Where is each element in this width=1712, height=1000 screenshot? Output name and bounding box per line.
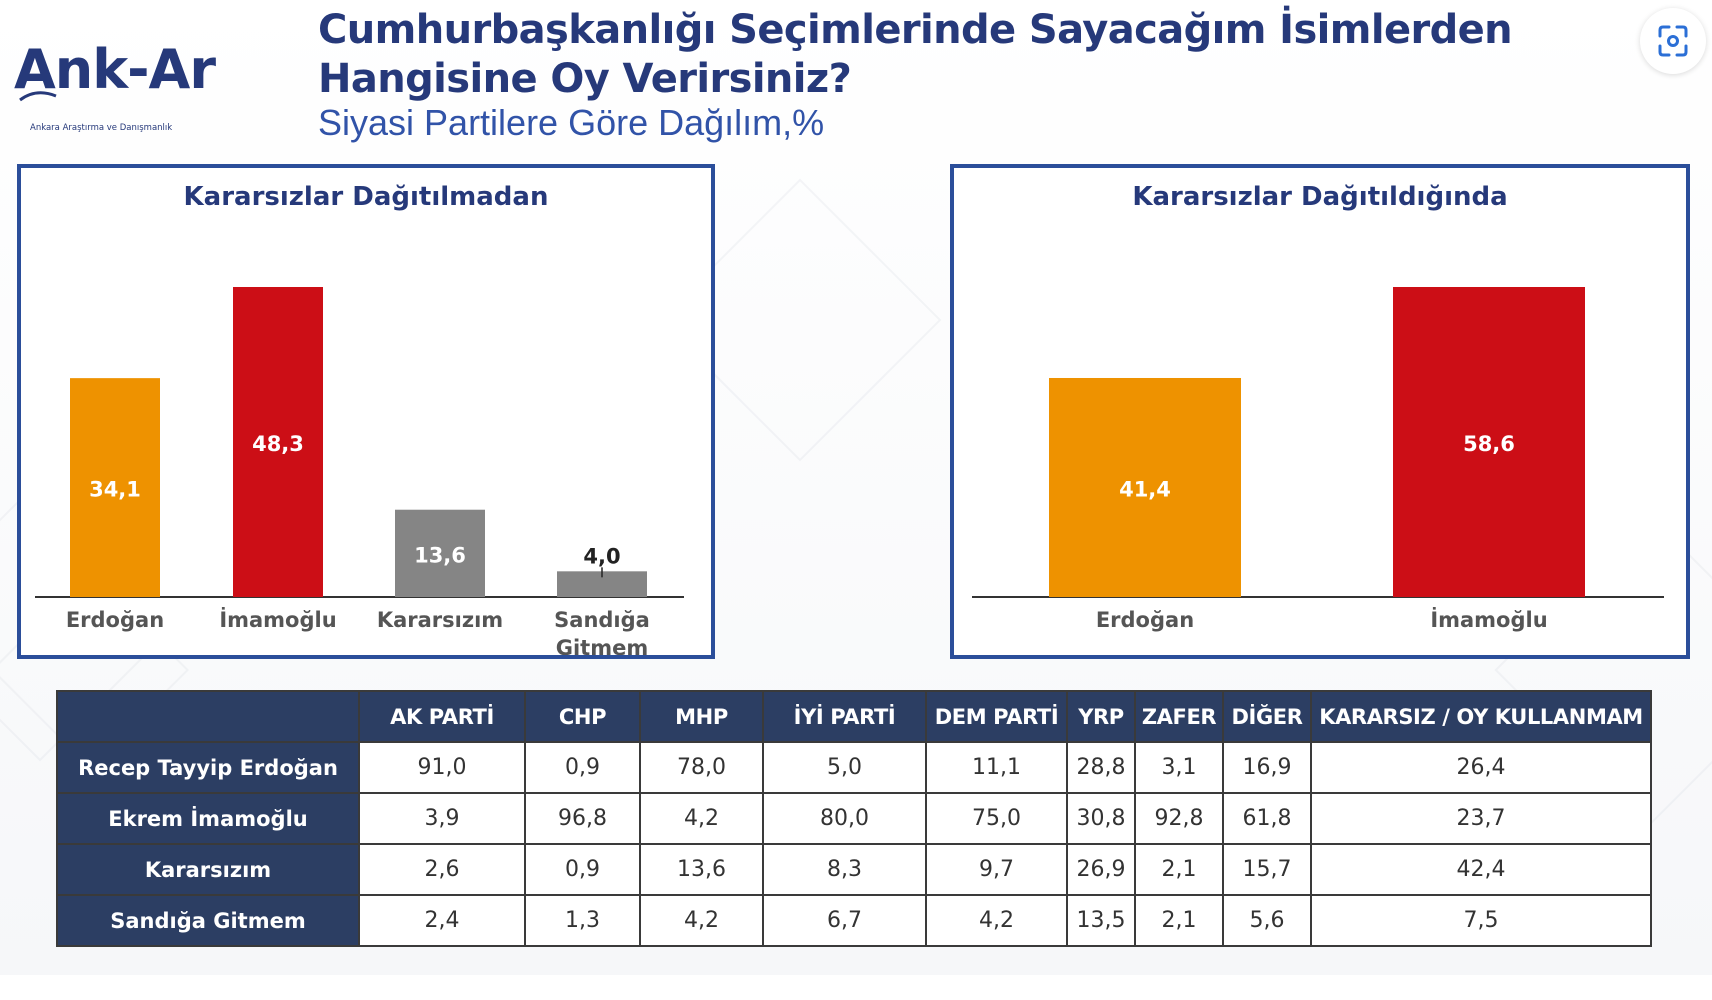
table-cell: 92,8 [1134,792,1224,845]
column-header: İYİ PARTİ [762,690,927,743]
data-label: 4,0 [583,544,620,568]
table-cell: 2,4 [358,894,526,947]
table-cell: 2,1 [1134,894,1224,947]
row-label: Kararsızım [56,843,360,896]
data-label: 13,6 [414,543,466,567]
column-header: KARARSIZ / OY KULLANMAM [1310,690,1652,743]
table-cell: 80,0 [762,792,927,845]
table-cell: 28,8 [1066,741,1136,794]
table-cell: 3,1 [1134,741,1224,794]
category-label: Erdoğan [66,608,164,632]
logo-swoosh-icon [19,91,57,102]
page-subtitle: Siyasi Partilere Göre Dağılım,% [318,102,825,143]
table-corner-cell [56,690,360,743]
logo-text: Ank-Ar [14,38,216,101]
logo-tagline: Ankara Araştırma ve Danışmanlık [30,123,173,133]
table-cell: 4,2 [925,894,1068,947]
table-cell: 42,4 [1310,843,1652,896]
table-cell: 4,2 [639,792,764,845]
screen-capture-button[interactable] [1640,8,1706,74]
table-cell: 78,0 [639,741,764,794]
column-header: ZAFER [1134,690,1224,743]
category-label: İmamoğlu [1430,607,1547,632]
table-cell: 2,1 [1134,843,1224,896]
table-cell: 4,2 [639,894,764,947]
table-cell: 75,0 [925,792,1068,845]
column-header: DEM PARTİ [925,690,1068,743]
table-cell: 13,5 [1066,894,1136,947]
data-label: 41,4 [1119,477,1171,501]
data-label: 34,1 [89,478,141,502]
column-header: DİĞER [1222,690,1312,743]
table-cell: 30,8 [1066,792,1136,845]
column-header: AK PARTİ [358,690,526,743]
table-row: Recep Tayyip Erdoğan 91,0 0,9 78,0 5,0 1… [56,741,1652,794]
table-cell: 6,7 [762,894,927,947]
table-cell: 16,9 [1222,741,1312,794]
slide: Ank-Ar Ankara Araştırma ve Danışmanlık C… [0,0,1712,975]
table-cell: 96,8 [524,792,641,845]
party-breakdown-table: AK PARTİ CHP MHP İYİ PARTİ DEM PARTİ YRP… [56,690,1652,947]
table-cell: 91,0 [358,741,526,794]
data-label: 48,3 [252,432,304,456]
ankar-logo: Ank-Ar Ankara Araştırma ve Danışmanlık [14,38,254,143]
chart-panel-before: Kararsızlar Dağıtılmadan 34,1 Erdoğan 48,3… [17,164,715,659]
table-header-row: AK PARTİ CHP MHP İYİ PARTİ DEM PARTİ YRP… [56,690,1652,743]
bar [1049,377,1241,597]
category-label: Gitmem [556,636,648,655]
bar [395,509,485,597]
chart-title: Kararsızlar Dağıtıldığında [1132,182,1508,212]
column-header: CHP [524,690,641,743]
table-cell: 13,6 [639,843,764,896]
chart-panel-after: Kararsızlar Dağıtıldığında 41,4 Erdoğan 58… [950,164,1690,659]
category-label: Kararsızım [377,608,503,632]
table-cell: 9,7 [925,843,1068,896]
row-label: Sandığa Gitmem [56,894,360,947]
table-cell: 2,6 [358,843,526,896]
table-cell: 61,8 [1222,792,1312,845]
table-cell: 8,3 [762,843,927,896]
page-title: Cumhurbaşkanlığı Seçimlerinde Sayacağım … [318,6,1513,104]
table-cell: 5,0 [762,741,927,794]
table-cell: 5,6 [1222,894,1312,947]
title-line-1: Cumhurbaşkanlığı Seçimlerinde Sayacağım … [318,7,1513,53]
column-header: MHP [639,690,764,743]
table-cell: 26,9 [1066,843,1136,896]
chart-title: Kararsızlar Dağıtılmadan [183,182,549,212]
column-header: YRP [1066,690,1136,743]
table-cell: 7,5 [1310,894,1652,947]
table-cell: 11,1 [925,741,1068,794]
table-cell: 0,9 [524,843,641,896]
screen-capture-icon [1658,25,1688,57]
table-cell: 26,4 [1310,741,1652,794]
table-cell: 15,7 [1222,843,1312,896]
table-cell: 3,9 [358,792,526,845]
table-cell: 1,3 [524,894,641,947]
bar-chart-before: 34,1 Erdoğan 48,3 İmamoğlu 13,6 Kararsızım 4,0… [35,287,684,655]
bar-chart-after: 41,4 Erdoğan 58,6 İmamoğlu [972,287,1664,632]
table-row: Kararsızım 2,6 0,9 13,6 8,3 9,7 26,9 2,1… [56,843,1652,896]
row-label: Ekrem İmamoğlu [56,792,360,845]
table-cell: 0,9 [524,741,641,794]
table-cell: 23,7 [1310,792,1652,845]
table-row: Sandığa Gitmem 2,4 1,3 4,2 6,7 4,2 13,5 … [56,894,1652,947]
bar [70,378,160,597]
category-label: İmamoğlu [219,607,336,632]
category-label: Sandığa [554,608,650,632]
bar [233,287,323,597]
data-label: 58,6 [1463,432,1515,456]
table-row: Ekrem İmamoğlu 3,9 96,8 4,2 80,0 75,0 30… [56,792,1652,845]
category-label: Erdoğan [1096,608,1194,632]
bar [1393,287,1585,597]
title-line-2: Hangisine Oy Verirsiniz? [318,56,852,102]
row-label: Recep Tayyip Erdoğan [56,741,360,794]
